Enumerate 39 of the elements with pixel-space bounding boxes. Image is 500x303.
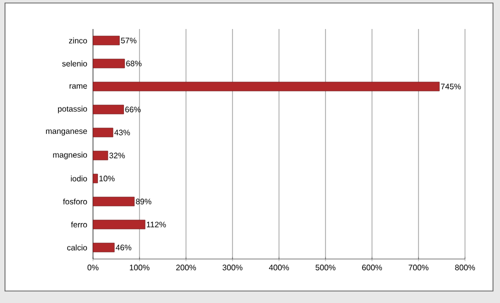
bar <box>92 82 440 92</box>
y-tick-label: potassio <box>58 106 87 114</box>
data-label: 89% <box>136 198 152 204</box>
data-label: 112% <box>146 222 166 228</box>
bar <box>92 220 146 230</box>
bar <box>92 242 115 252</box>
x-tick-label: 700% <box>408 264 428 270</box>
bar <box>92 150 108 160</box>
bar <box>92 36 120 46</box>
y-tick-label: ferro <box>70 222 87 228</box>
data-label: 66% <box>125 106 141 112</box>
y-tick-label: fosforo <box>62 198 87 204</box>
x-tick-label: 0% <box>88 264 98 270</box>
data-label: 32% <box>109 152 125 158</box>
bar <box>92 104 124 114</box>
x-tick-label: 200% <box>176 264 196 270</box>
x-tick-label: 600% <box>362 264 382 270</box>
data-label: 68% <box>126 60 142 66</box>
y-tick-label: iodio <box>70 176 87 182</box>
y-tick-label: rame <box>70 84 87 89</box>
y-tick-label: selenio <box>62 60 87 66</box>
y-tick-label: manganese <box>46 130 87 136</box>
data-label: 46% <box>116 244 132 250</box>
bar <box>92 58 125 68</box>
x-tick-label: 400% <box>268 264 289 270</box>
x-tick-label: 100% <box>130 264 150 270</box>
data-label: 43% <box>114 130 130 136</box>
y-tick-label: zinco <box>68 38 87 44</box>
bar <box>92 196 135 206</box>
x-tick-label: 800% <box>455 264 475 270</box>
data-label: 745% <box>441 84 461 90</box>
x-tick-label: 500% <box>316 264 336 270</box>
data-label: 57% <box>121 38 136 44</box>
y-tick-label: calcio <box>67 244 87 250</box>
bar <box>92 128 114 138</box>
x-tick-label: 300% <box>222 264 242 270</box>
data-label: 10% <box>99 176 115 182</box>
y-tick-label: magnesio <box>53 152 87 160</box>
bar <box>92 174 98 184</box>
